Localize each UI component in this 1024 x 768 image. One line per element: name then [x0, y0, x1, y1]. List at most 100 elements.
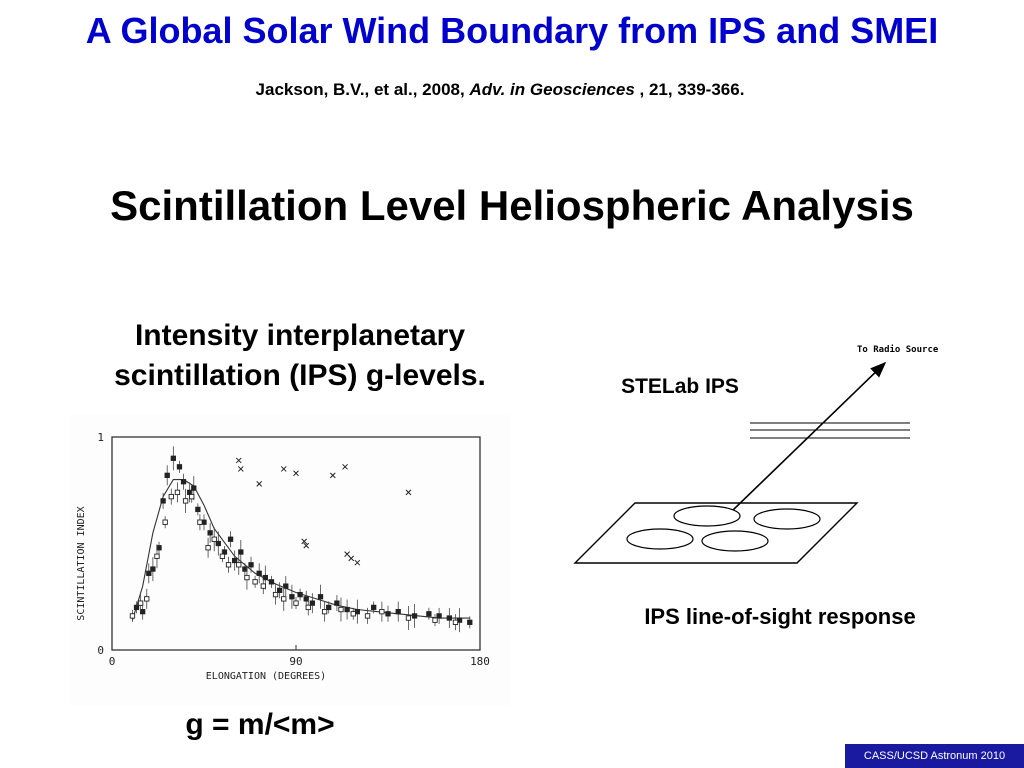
filled-point [207, 530, 213, 536]
antenna-dish-3 [626, 528, 694, 550]
filled-point [191, 485, 197, 491]
open-point [154, 553, 160, 559]
open-point [225, 562, 232, 568]
cross-point [237, 466, 244, 472]
antenna-dish-4 [701, 530, 769, 552]
filled-point [303, 596, 309, 602]
x-tick-label: 0 [109, 655, 116, 668]
filled-point [371, 604, 377, 611]
chart-marks [129, 446, 473, 633]
scintillation-chart: 0 90 180 0 1 ELONGATION (DEGREES) SCINTILLATIO… [70, 415, 510, 705]
open-point [281, 596, 287, 602]
filled-point [221, 549, 228, 555]
filled-point [411, 613, 418, 619]
right-caption: IPS line-of-sight response [644, 604, 916, 629]
open-point [272, 591, 279, 598]
filled-point [133, 604, 140, 611]
cross-point [256, 481, 263, 487]
filled-point [467, 619, 473, 625]
filled-point [385, 611, 391, 617]
filled-point [309, 600, 316, 606]
open-point [197, 519, 203, 525]
filled-point [170, 455, 176, 461]
open-point [236, 562, 242, 568]
filled-point [289, 594, 295, 600]
open-point [379, 609, 385, 615]
antenna-dish-1 [673, 505, 741, 527]
open-point [162, 519, 168, 525]
open-point [405, 615, 412, 621]
open-point [211, 536, 217, 542]
y-axis-label: SCINTILLATION INDEX [76, 506, 87, 620]
x-axis-label: ELONGATION (DEGREES) [206, 671, 326, 682]
chart-labels: 0 90 180 0 1 ELONGATION (DEGREES) SCINTILLATIO… [76, 431, 490, 682]
open-point [144, 596, 150, 602]
cross-point [354, 559, 361, 566]
cross-point [303, 542, 310, 549]
radio-source-label: To Radio Source [857, 344, 939, 355]
filled-point [436, 613, 442, 619]
filled-point [180, 479, 187, 485]
footer-badge: CASS/UCSD Astronum 2010 [845, 744, 1024, 768]
open-point [252, 579, 258, 585]
cross-point [405, 489, 412, 496]
filled-point [227, 536, 234, 542]
filled-point [268, 579, 275, 585]
antenna-dish-2 [753, 508, 821, 530]
filled-point [276, 587, 283, 594]
filled-point [187, 489, 193, 496]
filled-point [160, 498, 166, 504]
filled-point [150, 566, 156, 572]
open-point [432, 617, 438, 623]
open-point [260, 583, 266, 589]
open-point [305, 604, 311, 611]
filled-point [248, 562, 254, 568]
cross-point [235, 457, 242, 464]
filled-point [146, 570, 152, 576]
cross-point [329, 472, 336, 479]
filled-point [317, 594, 324, 600]
open-point [364, 613, 371, 619]
filled-point [215, 540, 221, 547]
filled-point [283, 583, 289, 589]
open-point [205, 545, 211, 551]
open-point [338, 606, 344, 613]
open-point [189, 493, 195, 500]
x-tick-label: 90 [289, 655, 302, 668]
filled-point [326, 604, 332, 611]
open-point [321, 609, 328, 615]
filled-point [242, 566, 248, 572]
citation: Jackson, B.V., et al., 2008, Adv. in Geo… [0, 80, 1000, 100]
cross-point [301, 538, 308, 545]
open-point [137, 600, 144, 606]
filled-point [164, 472, 170, 478]
citation-volume-pages: , 21, 339-366. [634, 80, 745, 99]
filled-point [156, 545, 162, 551]
citation-authors: Jackson, B.V., et al., 2008, [255, 80, 470, 99]
line-of-sight-diagram: To Radio Source [573, 344, 939, 564]
filled-point [334, 600, 340, 606]
open-point [129, 613, 136, 619]
open-point [219, 553, 226, 559]
y-tick-label: 1 [97, 431, 104, 444]
slide-title: A Global Solar Wind Boundary from IPS an… [85, 10, 939, 51]
open-point [293, 600, 299, 606]
filled-point [395, 609, 401, 615]
open-point [350, 611, 356, 617]
cross-point [293, 470, 299, 477]
filled-point [262, 574, 268, 581]
open-point [174, 489, 181, 496]
filled-point [232, 557, 238, 564]
open-point [244, 574, 250, 581]
section-heading: Scintillation Level Heliospheric Analysi… [110, 182, 914, 229]
ground-plane [573, 502, 859, 564]
open-point [182, 498, 189, 504]
cross-point [348, 555, 355, 562]
x-tick-label: 180 [470, 655, 490, 668]
line-of-sight-arrow [732, 361, 887, 511]
left-caption: Intensity interplanetary scintillation (… [114, 319, 486, 392]
cross-point [280, 466, 287, 472]
y-tick-label: 0 [97, 644, 104, 657]
g-formula: g = m/<m> [185, 708, 335, 741]
filled-point [426, 611, 432, 617]
